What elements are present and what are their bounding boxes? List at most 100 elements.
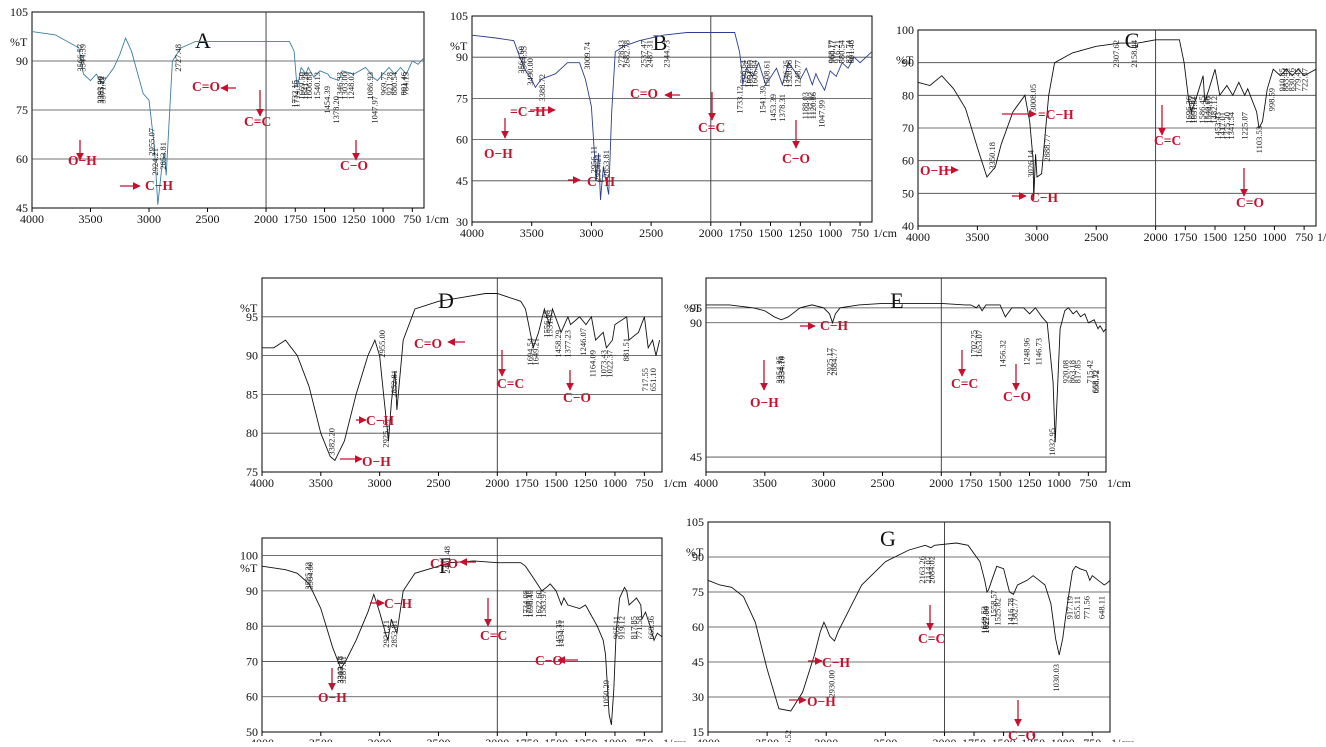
peak-label: 1649.21 [531,338,541,366]
y-tick-label: 90 [692,550,704,564]
x-tick-label: 1250 [1233,230,1257,244]
x-tick-label: 4000 [460,226,484,240]
peak-label: 3585.32 [303,562,313,590]
x-tick-label: 3000 [368,736,392,742]
peak-label: 1558.57 [989,590,999,618]
spectrum-line [31,31,425,205]
plot-frame [261,277,663,473]
x-tick-label: 3500 [753,476,777,490]
peak-label: 880.54 [836,39,846,63]
peak-label: 1050.29 [601,680,611,708]
y-tick-label: 75 [16,103,28,117]
peak-label: 1032.95 [1047,428,1057,456]
peak-label: 1640.53 [979,606,989,634]
functional-group-label: C=C [951,376,978,391]
y-axis-label: %T [10,35,28,49]
peak-label: 1164.09 [588,350,598,377]
functional-group-label: C−O [1008,728,1036,742]
peak-label: 1120.86 [808,92,818,119]
peak-label: 2682.78 [621,40,631,68]
functional-group-label: C−H [366,413,394,428]
peak-label: 658.72 [1091,370,1101,393]
functional-group-label: O−H [750,395,779,410]
x-tick-label: 2000 [485,476,509,490]
peak-label: 3354.35 [774,356,784,384]
x-tick-label: 2500 [426,476,450,490]
x-axis-label: 1/cm [1111,736,1136,742]
panel-title: E [890,288,903,313]
peak-label: 1714.79 [291,80,301,108]
x-tick-label: 750 [1295,230,1313,244]
y-tick-label: 50 [902,186,914,200]
x-tick-label: 1500 [1203,230,1227,244]
x-tick-label: 1500 [544,476,568,490]
x-tick-label: 1000 [1047,476,1071,490]
y-tick-label: 40 [902,219,914,233]
functional-group-label: C=O [414,336,442,351]
y-tick-label: 60 [246,690,258,704]
x-tick-label: 2000 [485,736,509,742]
x-tick-label: 1500 [313,212,337,226]
peak-label: 921.28 [384,72,394,95]
y-tick-label: 60 [456,133,468,147]
peak-label: 1453.35 [554,620,564,648]
peak-label: 965.11 [611,616,621,639]
peak-label: 1454.39 [322,86,332,114]
x-tick-label: 3500 [309,736,333,742]
peak-label: 1541.39 [758,86,768,114]
peak-label: 919.12 [617,616,627,639]
peak-label: 801.46 [398,72,408,95]
y-axis-label: %T [240,561,258,575]
peak-label: 2114.07 [923,556,933,583]
peak-label: 1525.82 [993,598,1003,626]
peak-label: 817.85 [628,616,638,639]
peak-label: 1702.25 [968,330,978,358]
x-tick-label: 1750 [515,736,539,742]
peak-label: 779.45 [1293,68,1303,91]
y-tick-label: 100 [240,549,258,563]
peak-label: 855.11 [1072,596,1082,619]
peak-label: 1622.60 [534,590,544,618]
x-tick-label: 2000 [932,736,956,742]
x-tick-label: 3000 [812,476,836,490]
x-tick-label: 1000 [1051,736,1075,742]
y-tick-label: 85 [246,387,258,401]
peak-label: 2930.00 [827,670,837,698]
y-tick-label: 90 [246,584,258,598]
panel-title: F [439,553,451,578]
peak-label: 1583.97 [538,590,548,618]
peak-label: 1606.88 [304,72,314,100]
x-axis-label: 1/cm [873,226,898,240]
peak-label: 969.77 [379,72,389,95]
peak-label: 3564.60 [516,46,526,74]
x-tick-label: 3000 [814,736,838,742]
peak-label: 651.10 [648,368,658,391]
x-tick-label: 1250 [342,212,366,226]
y-tick-label: 90 [16,54,28,68]
x-tick-label: 3000 [1025,230,1049,244]
y-tick-label: 45 [456,174,468,188]
y-tick-label: 105 [686,515,704,529]
peak-label: 1651.65 [744,60,754,88]
x-tick-label: 750 [1083,736,1101,742]
peak-label: 3334.10 [776,356,786,384]
peak-label: 1453.43 [1213,112,1223,140]
peak-label: 1346.35 [781,60,791,88]
peak-label: 3371.71 [98,76,108,104]
peak-label: 1416.78 [1005,598,1015,626]
peak-label: 1434.11 [556,620,566,647]
functional-group-label: C−H [822,655,850,670]
x-tick-label: 1750 [283,212,307,226]
peak-label: 1641.28 [300,72,310,100]
functional-group-label: C=C [480,628,507,643]
x-tick-label: 2000 [929,476,953,490]
x-tick-label: 3500 [965,230,989,244]
peak-label: 1556.65 [541,310,551,338]
peak-label: 1320.06 [784,60,794,88]
functional-group-label: C−H [384,596,412,611]
peak-label: 1103.53 [1254,126,1264,153]
x-tick-label: 1000 [371,212,395,226]
functional-group-label: O−H [362,454,391,469]
x-tick-label: 1500 [544,736,568,742]
